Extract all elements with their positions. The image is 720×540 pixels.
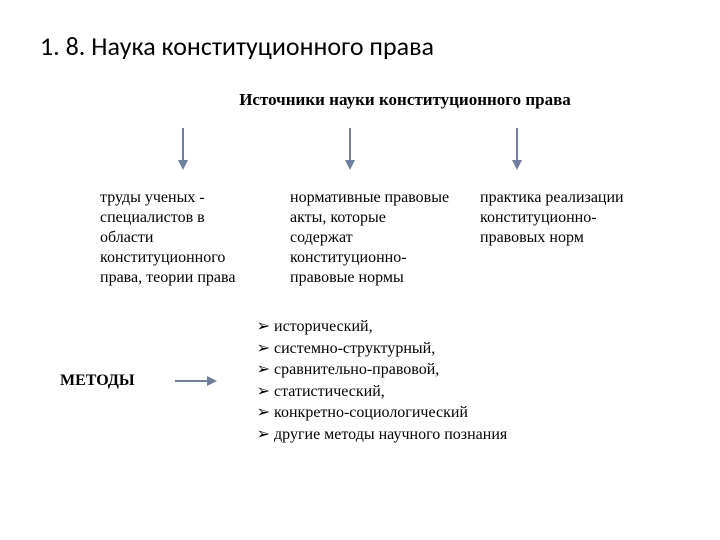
methods-label: МЕТОДЫ <box>60 372 135 390</box>
source-column: нормативные правовые акты, которые содер… <box>290 188 450 288</box>
list-item: сравнительно-правовой, <box>257 359 508 381</box>
arrow-down-icon <box>510 128 524 170</box>
arrow-down-icon <box>343 128 357 170</box>
sources-columns: труды ученых - специалистов в области ко… <box>100 188 640 288</box>
page-title: 1. 8. Наука конституционного права <box>40 30 680 62</box>
list-item: исторический, <box>257 316 508 338</box>
sources-heading: Источники науки конституционного права <box>130 90 680 110</box>
arrows-row <box>100 128 600 170</box>
list-item: другие методы научного познания <box>257 424 508 446</box>
source-column: труды ученых - специалистов в области ко… <box>100 188 260 288</box>
list-item: конкретно-социологический <box>257 402 508 424</box>
arrow-right-icon <box>175 374 217 388</box>
list-item: статистический, <box>257 381 508 403</box>
source-column: практика реализации конституционно-право… <box>480 188 640 288</box>
list-item: системно-структурный, <box>257 338 508 360</box>
arrow-down-icon <box>176 128 190 170</box>
methods-list: исторический, системно-структурный, срав… <box>257 316 508 446</box>
methods-row: МЕТОДЫ исторический, системно-структурны… <box>60 316 680 446</box>
